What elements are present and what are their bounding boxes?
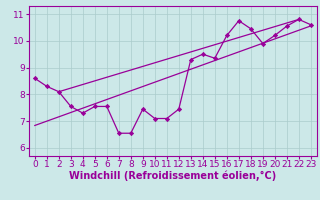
X-axis label: Windchill (Refroidissement éolien,°C): Windchill (Refroidissement éolien,°C) — [69, 171, 276, 181]
